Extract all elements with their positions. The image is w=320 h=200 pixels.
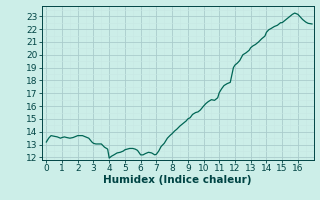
- X-axis label: Humidex (Indice chaleur): Humidex (Indice chaleur): [103, 175, 252, 185]
